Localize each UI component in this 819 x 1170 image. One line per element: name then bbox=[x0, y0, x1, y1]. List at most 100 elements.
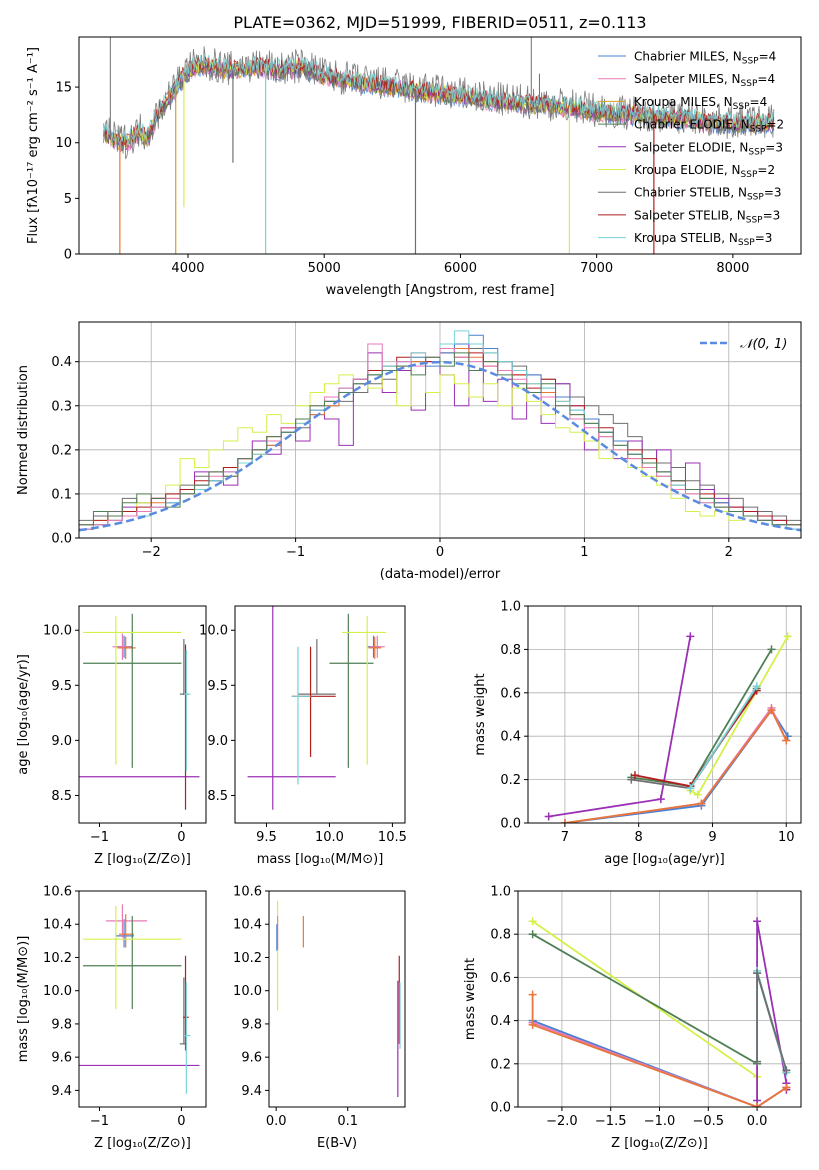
age-vs-mass-panel: 9.5 10.0 10.5 8.5 9.0 9.5 10.0 mass [log₁₀(M/M⊙… bbox=[199, 605, 407, 867]
y-tick-label: 0.2 bbox=[51, 443, 72, 458]
legend-label: Chabrier ELODIE, N bbox=[634, 118, 750, 132]
weight-line bbox=[756, 921, 788, 1101]
legend-value: =3 bbox=[763, 208, 781, 222]
spectrum-lines bbox=[103, 37, 775, 254]
y-tick-label: 9.4 bbox=[241, 1084, 262, 1099]
y-tick-label: 10.0 bbox=[43, 624, 72, 639]
x-tick-label: 9.5 bbox=[256, 830, 277, 845]
legend-subscript: SSP bbox=[741, 170, 758, 180]
x-axis-label: Z [log₁₀(Z/Z⊙)] bbox=[94, 852, 191, 867]
x-tick-label: 5000 bbox=[308, 261, 341, 276]
weight-marker bbox=[753, 1103, 762, 1107]
residuals-panel: −2 −1 0 1 2 0.0 0.1 0.2 0.3 0.4 (data-model)/error… bbox=[16, 321, 802, 582]
weight-line bbox=[532, 920, 758, 1107]
legend-entry: Chabrier STELIB, NSSP=3 bbox=[634, 186, 782, 203]
legend-entry: Salpeter ELODIE, NSSP=3 bbox=[634, 140, 783, 157]
weight-line bbox=[531, 994, 787, 1107]
x-tick-label: 7 bbox=[561, 830, 569, 845]
weight-marker bbox=[753, 1057, 762, 1066]
weight-marker bbox=[767, 706, 776, 715]
x-axis-label: age [log₁₀(age/yr)] bbox=[604, 852, 725, 867]
x-tick-label: 8 bbox=[635, 830, 643, 845]
x-tick-label: 10.5 bbox=[378, 830, 407, 845]
axes-frame bbox=[234, 605, 406, 824]
errorbar-series bbox=[79, 613, 200, 810]
weight-marker bbox=[767, 645, 776, 654]
legend-entry: Kroupa STELIB, NSSP=3 bbox=[634, 231, 772, 248]
y-axis-label: Normed distribution bbox=[16, 365, 31, 495]
x-tick-label: 0 bbox=[436, 545, 444, 560]
weight-marker bbox=[783, 632, 792, 641]
axes-frame bbox=[78, 605, 207, 824]
weight-marker bbox=[528, 1020, 537, 1029]
y-tick-label: 9.6 bbox=[51, 1051, 72, 1066]
x-tick-label: −2.0 bbox=[546, 1114, 578, 1129]
histogram-step bbox=[79, 352, 801, 526]
weight-marker bbox=[782, 1066, 791, 1075]
y-tick-label: 10.6 bbox=[43, 885, 72, 900]
y-tick-label: 9.0 bbox=[207, 734, 228, 749]
weight-line bbox=[689, 685, 758, 789]
weight-marker bbox=[782, 1083, 791, 1092]
x-tick-label: 10.0 bbox=[315, 830, 344, 845]
legend-value: =4 bbox=[757, 72, 775, 86]
weight-marker bbox=[686, 784, 695, 793]
x-tick-label: −1 bbox=[90, 1114, 109, 1129]
y-tick-label: 9.0 bbox=[51, 734, 72, 749]
weight-line bbox=[631, 688, 758, 790]
legend-entry: Kroupa MILES, NSSP=4 bbox=[634, 95, 767, 112]
y-tick-label: 0.4 bbox=[51, 355, 72, 370]
legend-subscript: SSP bbox=[746, 215, 763, 225]
y-tick-label: 10.4 bbox=[233, 918, 262, 933]
y-axis-label: age [log₁₀(age/yr)] bbox=[16, 654, 31, 775]
errorbar-series bbox=[79, 904, 200, 1094]
y-tick-label: 9.5 bbox=[207, 679, 228, 694]
x-axis-label: Z [log₁₀(Z/Z⊙)] bbox=[94, 1136, 191, 1151]
y-tick-label: 10.0 bbox=[199, 624, 228, 639]
y-tick-label: 10.0 bbox=[43, 984, 72, 999]
weight-marker bbox=[528, 917, 537, 926]
x-axis-label: (data-model)/error bbox=[380, 567, 501, 582]
weight-line bbox=[564, 708, 788, 823]
y-tick-label: 5 bbox=[64, 192, 72, 207]
y-axis-label: mass weight bbox=[463, 958, 478, 1040]
legend-label: Salpeter MILES, N bbox=[634, 72, 741, 86]
mass-vs-Z-panel: −1 0 9.4 9.6 9.8 10.0 10.2 10.4 10.6 Z [log₁₀(Z/Z… bbox=[16, 885, 207, 1151]
y-tick-label: 8.5 bbox=[51, 789, 72, 804]
y-tick-label: 0.1 bbox=[51, 487, 72, 502]
y-tick-label: 0.3 bbox=[51, 399, 72, 414]
x-tick-label: 7000 bbox=[580, 261, 613, 276]
legend-label: Kroupa STELIB, N bbox=[634, 231, 738, 245]
legend-entry: Salpeter MILES, NSSP=4 bbox=[634, 72, 775, 89]
age-vs-Z-panel: −1 0 8.5 9.0 9.5 10.0 Z [log₁₀(Z/Z⊙)] age [log₁… bbox=[16, 605, 207, 867]
x-tick-label: −1.0 bbox=[644, 1114, 676, 1129]
weight-marker bbox=[544, 812, 553, 821]
weight-marker bbox=[752, 682, 761, 691]
y-tick-label: 0.6 bbox=[490, 971, 511, 986]
y-tick-label: 0.6 bbox=[500, 686, 521, 701]
legend-label: Chabrier MILES, N bbox=[634, 50, 742, 64]
y-tick-label: 0 bbox=[64, 248, 72, 263]
x-tick-label: −1 bbox=[90, 830, 109, 845]
weight-marker bbox=[630, 771, 639, 780]
y-tick-label: 0.4 bbox=[500, 730, 521, 745]
figure-title: PLATE=0362, MJD=51999, FIBERID=0511, z=0… bbox=[233, 13, 646, 32]
weight-vs-Z-panel: −2.0 −1.5 −1.0 −0.5 0.0 0.0 0.2 0.4 0.6 0.8 1.0 Z [… bbox=[463, 885, 802, 1151]
legend-label: Kroupa ELODIE, N bbox=[634, 163, 741, 177]
axes-frame bbox=[78, 36, 802, 255]
legend-entry: Kroupa ELODIE, NSSP=2 bbox=[634, 163, 775, 180]
legend-entry: Chabrier ELODIE, NSSP=2 bbox=[634, 118, 784, 135]
weight-line bbox=[564, 706, 788, 823]
y-tick-label: 9.5 bbox=[51, 679, 72, 694]
weight-marker bbox=[753, 917, 762, 926]
legend-entry: Chabrier MILES, NSSP=4 bbox=[634, 50, 776, 67]
x-tick-label: −1 bbox=[286, 545, 305, 560]
x-tick-label: 0 bbox=[177, 1114, 185, 1129]
legend-label: Salpeter ELODIE, N bbox=[634, 140, 748, 154]
weight-marker bbox=[656, 795, 665, 804]
axes-frame bbox=[268, 890, 406, 1108]
spectrum-line bbox=[103, 54, 775, 147]
y-tick-label: 10 bbox=[55, 136, 72, 151]
